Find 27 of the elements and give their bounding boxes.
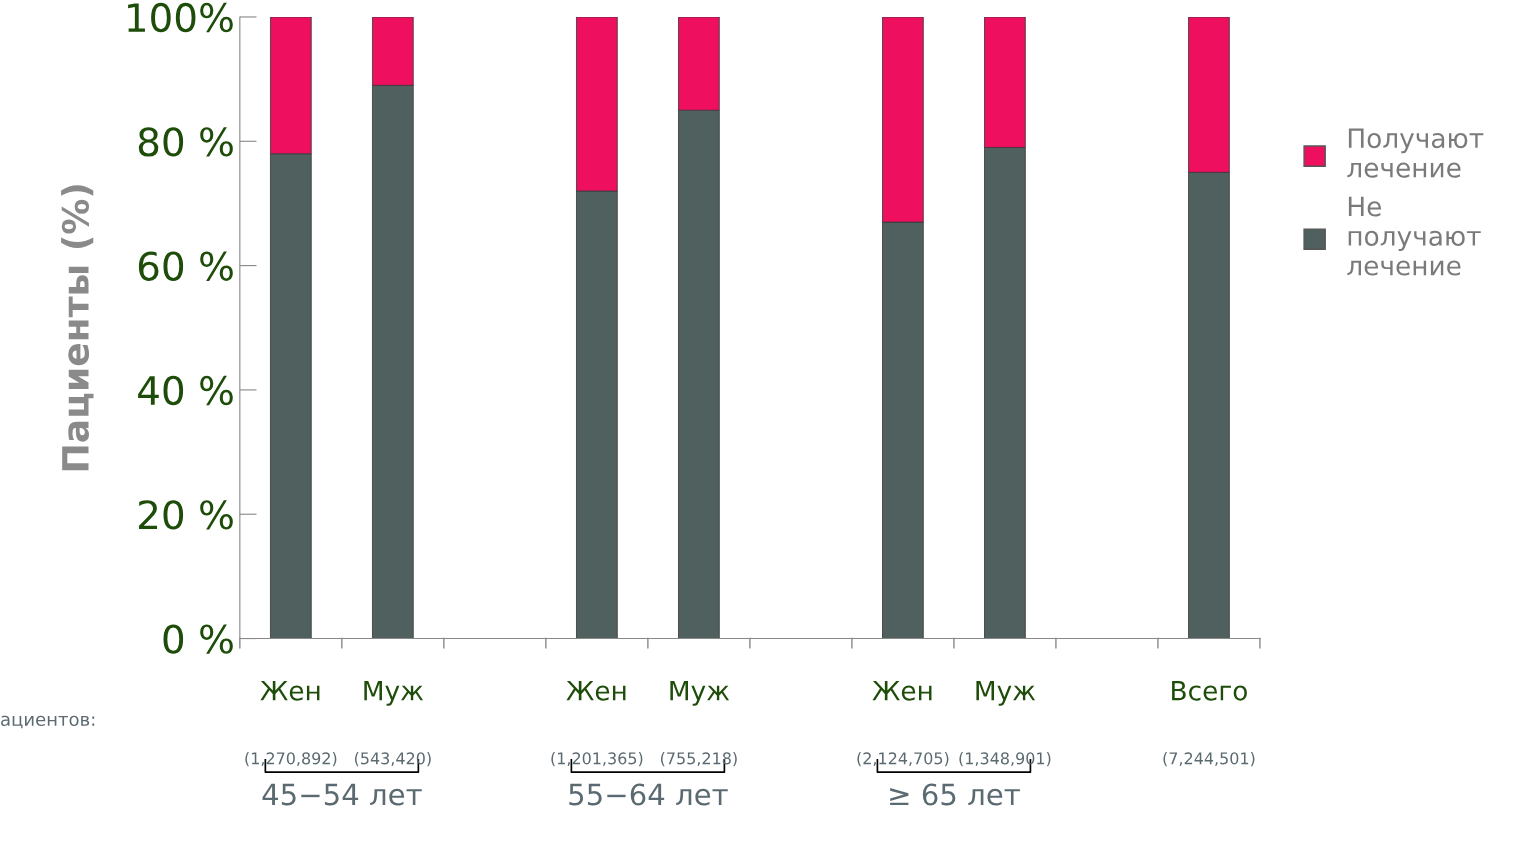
text: (1,201,365) bbox=[551, 752, 643, 767]
y-tick-label: 40 % bbox=[138, 375, 233, 406]
y-tick-label: 20 % bbox=[139, 500, 233, 530]
x-tick-label: Жен bbox=[260, 681, 320, 701]
text: 55−64 лет bbox=[569, 783, 728, 806]
text: 45−54 лет bbox=[262, 783, 422, 806]
text: (755,218) bbox=[661, 752, 737, 767]
y-axis-title: Пациенты (%) bbox=[61, 185, 94, 471]
text: (1,270,892) bbox=[245, 752, 337, 767]
x-tick-label: Муж bbox=[670, 681, 730, 706]
y-tick-label: 0 % bbox=[163, 624, 233, 654]
text: (543,420) bbox=[354, 752, 431, 767]
x-tick-label: Всего bbox=[1172, 681, 1247, 701]
text: ≥ 65 лет bbox=[890, 783, 1020, 806]
legend-label: Не получают лечение bbox=[1347, 196, 1481, 276]
x-tick-label: Жен bbox=[566, 681, 626, 701]
x-tick-label: Жен bbox=[872, 681, 932, 701]
text: (2,124,705) bbox=[857, 752, 949, 767]
legend-label: Получают лечение bbox=[1347, 128, 1484, 178]
text: (1,348,901) bbox=[959, 752, 1051, 767]
y-tick-label: 60 % bbox=[138, 251, 233, 281]
y-tick-label: 80 % bbox=[138, 127, 233, 157]
y-tick-label: 100% bbox=[128, 2, 233, 33]
text: ациентов: bbox=[1, 715, 95, 729]
text: (7,244,501) bbox=[1163, 752, 1255, 767]
x-tick-label: Муж bbox=[976, 681, 1036, 706]
x-tick-label: Муж bbox=[364, 681, 424, 706]
